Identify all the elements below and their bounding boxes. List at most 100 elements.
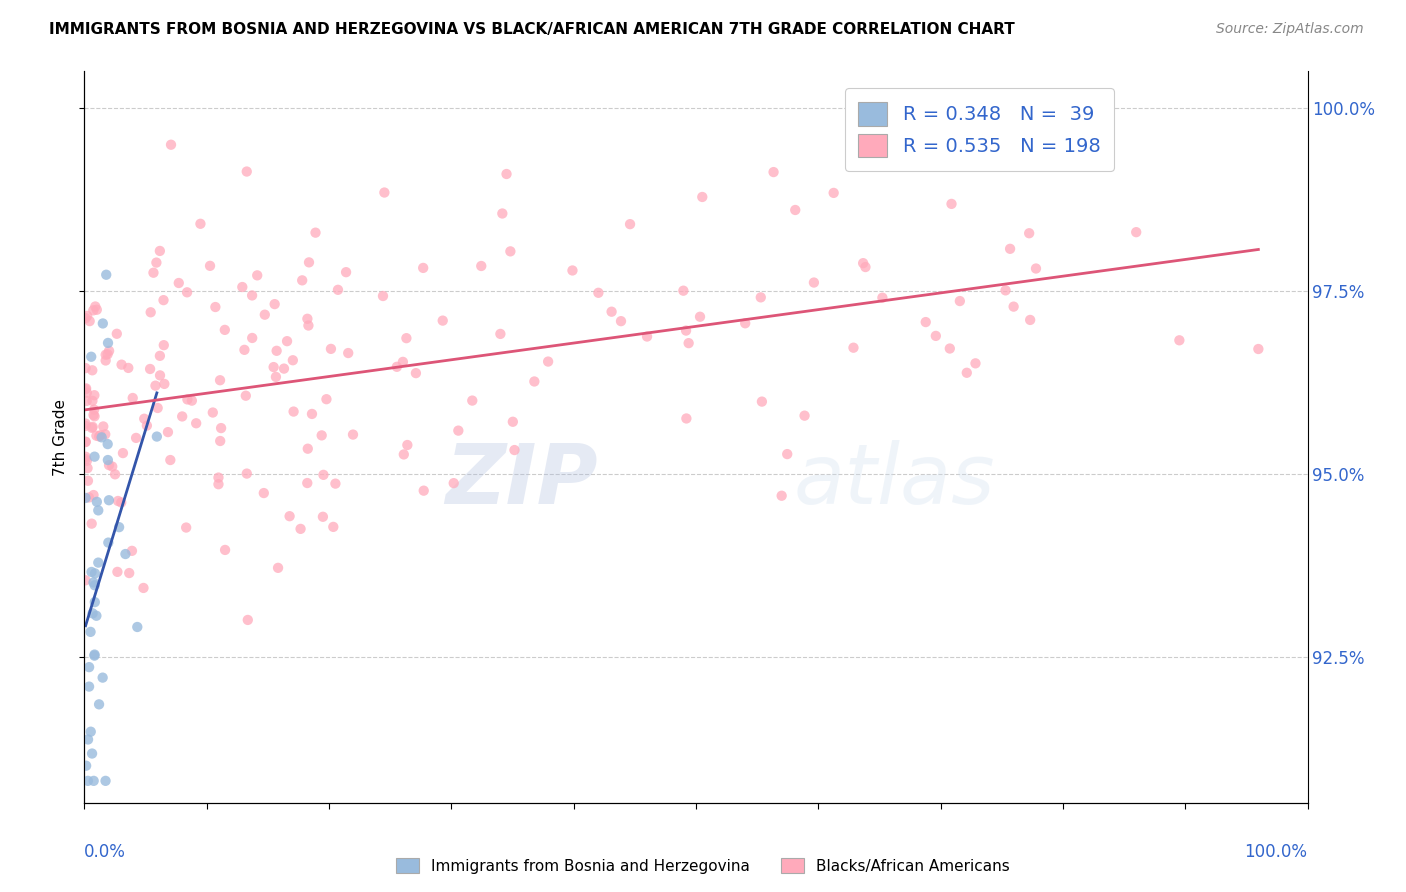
- Point: [77, 474, 100, 488]
- Point: [83, 648, 105, 662]
- Point: [803, 276, 825, 290]
- Point: [994, 284, 1017, 298]
- Y-axis label: 7th Grade: 7th Grade: [52, 399, 67, 475]
- Point: [76, 393, 98, 408]
- Point: [86, 428, 108, 442]
- Point: [75, 382, 97, 396]
- Point: [76, 454, 98, 468]
- Point: [297, 311, 319, 326]
- Point: [97, 347, 120, 361]
- Point: [495, 167, 517, 181]
- Point: [396, 438, 419, 452]
- Point: [636, 329, 658, 343]
- Point: [132, 581, 155, 595]
- Point: [86, 608, 108, 623]
- Point: [776, 447, 799, 461]
- Point: [298, 255, 321, 269]
- Point: [80, 724, 103, 739]
- Point: [264, 370, 287, 384]
- Point: [107, 494, 129, 508]
- Point: [152, 338, 174, 352]
- Point: [734, 316, 756, 330]
- Point: [146, 401, 169, 415]
- Text: 100.0%: 100.0%: [1244, 843, 1308, 861]
- Point: [159, 453, 181, 467]
- Point: [127, 620, 149, 634]
- Point: [160, 137, 183, 152]
- Point: [94, 427, 117, 442]
- Point: [83, 488, 105, 502]
- Point: [266, 343, 288, 358]
- Point: [87, 503, 110, 517]
- Point: [619, 217, 641, 231]
- Point: [83, 408, 105, 422]
- Point: [537, 354, 560, 368]
- Point: [117, 360, 139, 375]
- Point: [180, 393, 202, 408]
- Point: [208, 373, 231, 387]
- Point: [80, 565, 103, 579]
- Point: [392, 355, 415, 369]
- Point: [214, 323, 236, 337]
- Point: [94, 348, 117, 362]
- Point: [75, 434, 97, 449]
- Point: [79, 624, 101, 639]
- Point: [949, 294, 972, 309]
- Point: [75, 381, 97, 395]
- Point: [186, 417, 208, 431]
- Point: [204, 300, 226, 314]
- Point: [1125, 225, 1147, 239]
- Point: [690, 190, 713, 204]
- Point: [749, 290, 772, 304]
- Point: [98, 458, 121, 472]
- Point: [96, 268, 118, 282]
- Point: [253, 486, 276, 500]
- Point: [297, 442, 319, 456]
- Point: [75, 758, 97, 772]
- Point: [77, 773, 100, 788]
- Point: [94, 773, 117, 788]
- Point: [491, 206, 513, 220]
- Point: [176, 392, 198, 407]
- Point: [502, 415, 524, 429]
- Point: [263, 360, 285, 375]
- Point: [97, 535, 120, 549]
- Point: [762, 165, 785, 179]
- Point: [965, 356, 987, 370]
- Point: [118, 566, 141, 580]
- Point: [751, 394, 773, 409]
- Point: [83, 402, 105, 417]
- Point: [855, 260, 877, 274]
- Point: [135, 418, 157, 433]
- Point: [263, 297, 285, 311]
- Point: [83, 773, 105, 788]
- Point: [76, 309, 98, 323]
- Point: [793, 409, 815, 423]
- Point: [87, 698, 110, 712]
- Point: [1025, 261, 1047, 276]
- Point: [75, 361, 97, 376]
- Point: [76, 385, 98, 400]
- Point: [447, 424, 470, 438]
- Point: [872, 291, 894, 305]
- Point: [948, 120, 970, 134]
- Point: [83, 595, 105, 609]
- Point: [675, 411, 697, 425]
- Text: 0.0%: 0.0%: [84, 843, 127, 861]
- Point: [139, 362, 162, 376]
- Point: [84, 300, 107, 314]
- Point: [443, 476, 465, 491]
- Point: [914, 315, 936, 329]
- Point: [470, 259, 492, 273]
- Point: [385, 359, 408, 374]
- Point: [134, 411, 156, 425]
- Point: [276, 334, 298, 348]
- Point: [770, 489, 793, 503]
- Point: [108, 520, 131, 534]
- Point: [75, 574, 97, 588]
- Point: [371, 289, 394, 303]
- Point: [395, 331, 418, 345]
- Point: [246, 268, 269, 283]
- Point: [322, 520, 344, 534]
- Point: [283, 404, 305, 418]
